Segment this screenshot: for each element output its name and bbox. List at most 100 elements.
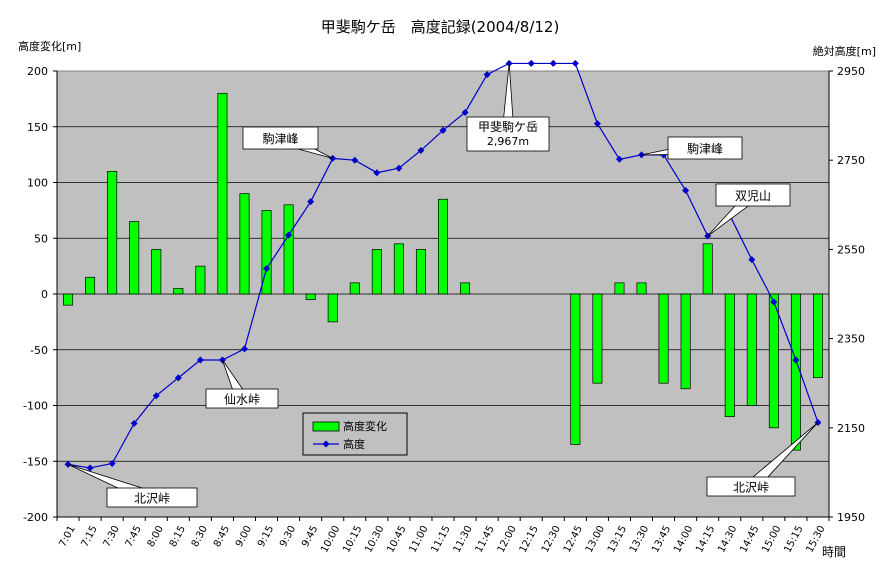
x-tick-label: 14:30 [716,524,739,555]
x-tick-label: 8:15 [168,524,188,549]
callout-joint [145,493,159,502]
bar [636,282,647,295]
data-point [240,345,248,353]
bar [217,92,228,295]
left-tick-labels: -200 -150 -100 -50 0 50 100 150 200 [23,65,57,524]
x-tick-label: 11:15 [429,524,452,555]
data-point [593,120,601,128]
x-tick-label: 13:30 [628,524,651,555]
x-tick-label: 12:00 [496,524,519,555]
callout-label: 駒津峰 [262,132,298,146]
callout-label: 双児山 [735,189,771,203]
x-tick-label: 7:15 [80,524,100,549]
right-tick-label: 2550 [837,243,865,256]
x-tick-label: 8:00 [146,524,166,549]
data-point [263,265,271,273]
data-point [682,187,690,195]
bar [85,276,96,295]
bar [261,210,272,295]
x-tick-label: 11:45 [474,524,497,555]
right-tick-label: 1950 [837,511,865,524]
data-point [373,169,381,177]
bar [371,249,382,295]
callout-joint [746,191,760,199]
bar [570,293,581,445]
bar [812,293,823,378]
bar [107,171,118,295]
x-tick-label: 12:15 [518,524,541,555]
x-tick-label: 13:45 [650,524,673,555]
bar [151,249,162,295]
left-tick-label: 100 [27,177,48,190]
x-tick-label: 14:45 [738,524,761,555]
bar [658,293,669,384]
data-point [285,231,293,239]
legend-bar-label: 高度変化 [343,419,387,433]
data-point [395,164,403,172]
bar [327,293,338,323]
bar [129,221,140,295]
left-tick-label: 200 [27,65,48,78]
x-tick-label: 7:01 [57,524,77,549]
bar [63,293,74,306]
x-tick-label: 10:15 [341,524,364,555]
callout-joint [698,144,712,152]
x-tick-label: 13:15 [606,524,629,555]
bar [702,243,713,295]
bar [614,282,625,295]
bar [592,293,603,384]
left-tick-label: -150 [23,455,48,468]
bar [746,293,757,406]
data-point [196,356,204,364]
left-tick-label: 0 [41,288,48,301]
data-point [439,126,447,134]
data-point [152,392,160,400]
bar [349,282,360,295]
data-point [417,146,425,154]
x-tick-label: 9:00 [234,524,254,549]
right-axis-label: 絶対高度[m] [813,44,876,58]
callout-label: 甲斐駒ケ岳 [478,120,538,134]
bar [460,282,471,295]
data-point [615,155,623,163]
legend: 高度変化 高度 [302,412,408,456]
callout-joint [235,394,249,403]
legend-line-marker [322,440,330,448]
data-point [527,59,535,67]
callout-sublabel: 2,967m [487,135,529,148]
data-point [108,459,116,467]
x-tick-label: 9:15 [256,524,276,549]
x-tick-label: 7:30 [102,524,122,549]
x-tick-label: 12:45 [562,524,585,555]
right-tick-labels: 1950 2150 2350 2550 2750 2950 [829,65,865,524]
bar [790,293,801,451]
x-tick-label: 13:00 [584,524,607,555]
bar [415,249,426,295]
bar [195,265,206,295]
data-point [483,71,491,79]
bar [239,193,250,295]
data-point [307,198,315,206]
x-tick-label: 10:30 [363,524,386,555]
x-tick-label: 14:00 [672,524,695,555]
x-tick-label: 10:00 [319,524,342,555]
legend-box [302,412,408,456]
data-point [86,464,94,472]
chart-title: 甲斐駒ケ岳 高度記録(2004/8/12) [321,18,560,36]
callout-label: 駒津峰 [687,142,723,156]
bar [283,204,294,295]
x-tick-label: 7:45 [124,524,144,549]
bar [305,293,316,300]
data-point [130,419,138,427]
x-tick-label: 8:30 [190,524,210,549]
data-point [351,156,359,164]
left-tick-label: -200 [23,511,48,524]
bar [768,293,779,429]
x-tick-label: 8:45 [212,524,232,549]
x-tick-label: 15:00 [760,524,783,555]
data-point [748,256,756,264]
data-point [770,298,778,306]
left-tick-label: -50 [30,344,48,357]
